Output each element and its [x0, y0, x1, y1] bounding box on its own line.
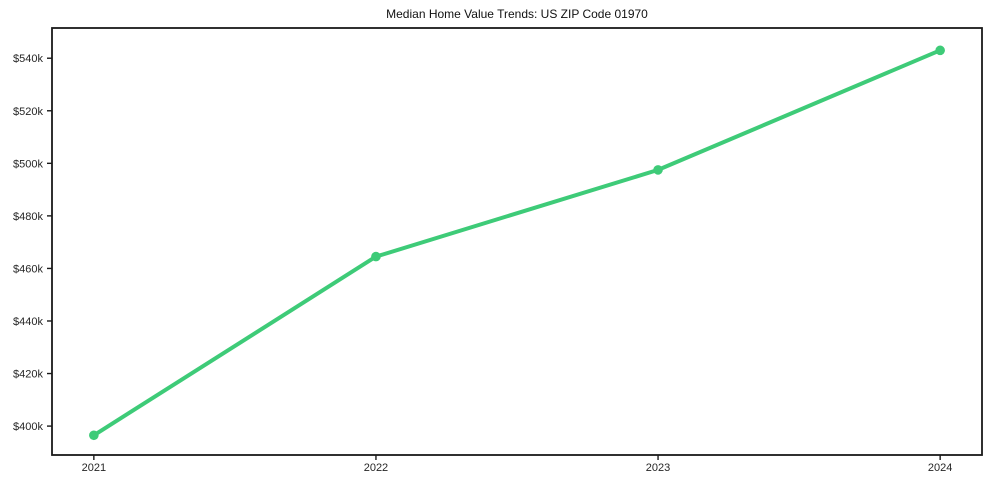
y-axis-tick-label: $440k	[13, 316, 43, 328]
y-axis-tick-label: $480k	[13, 211, 43, 223]
y-axis-tick-label: $500k	[13, 158, 43, 170]
y-axis-tick-label: $400k	[13, 421, 43, 433]
trend-line	[91, 48, 943, 438]
y-axis-tick-label: $540k	[13, 53, 43, 65]
chart-title: Median Home Value Trends: US ZIP Code 01…	[386, 7, 648, 21]
y-axis-tick-label: $520k	[13, 106, 43, 118]
data-point-marker	[89, 430, 99, 441]
data-point-marker	[653, 165, 663, 175]
x-axis-tick-label: 2024	[928, 462, 952, 474]
x-axis-tick-label: 2021	[82, 462, 106, 474]
x-axis-tick-label: 2022	[364, 462, 388, 474]
y-axis-tick-label: $460k	[13, 263, 43, 275]
x-axis-tick-label: 2023	[646, 462, 670, 474]
data-point-marker	[935, 45, 945, 56]
y-axis-tick-label: $420k	[13, 369, 43, 381]
plot-border	[51, 27, 983, 456]
data-point-marker	[371, 251, 381, 262]
